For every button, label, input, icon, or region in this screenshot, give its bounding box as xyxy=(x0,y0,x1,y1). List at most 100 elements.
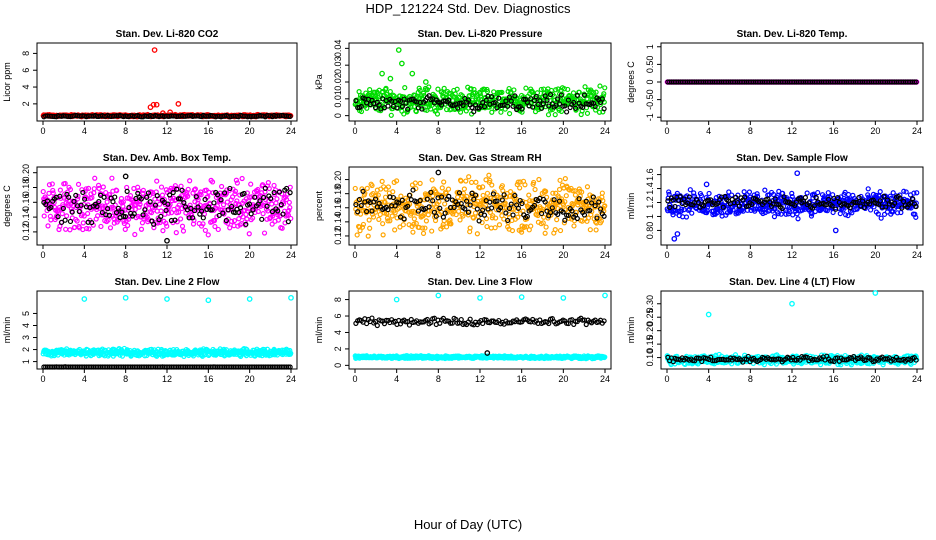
y-tick-label: 1 xyxy=(645,44,655,49)
data-point xyxy=(599,96,605,102)
data-point-outlier xyxy=(435,169,442,176)
data-point xyxy=(177,196,183,202)
data-point xyxy=(540,220,546,226)
data-point xyxy=(287,204,293,211)
data-point xyxy=(499,197,505,203)
x-tick-label: 12 xyxy=(787,250,797,260)
y-tick-label: 1.4 xyxy=(645,182,655,195)
data-point xyxy=(248,181,254,187)
data-point xyxy=(741,204,747,211)
data-point xyxy=(537,98,543,104)
data-point xyxy=(353,201,359,208)
data-point xyxy=(486,172,492,178)
x-tick-label: 20 xyxy=(245,250,255,260)
x-tick-label: 8 xyxy=(748,126,753,136)
data-point xyxy=(83,186,89,192)
data-point xyxy=(179,187,185,193)
data-point xyxy=(192,186,198,192)
data-point xyxy=(892,200,898,206)
data-point xyxy=(364,208,370,215)
data-point xyxy=(585,215,592,221)
data-point xyxy=(115,205,121,211)
data-point xyxy=(260,211,266,217)
data-point xyxy=(481,104,488,110)
data-point xyxy=(185,186,191,192)
data-point xyxy=(899,205,905,211)
data-point xyxy=(287,190,293,196)
data-point xyxy=(382,199,388,205)
data-point xyxy=(410,187,416,193)
data-point xyxy=(380,232,386,238)
data-point xyxy=(474,231,480,237)
data-point xyxy=(503,205,509,211)
panel-title: Stan. Dev. Gas Stream RH xyxy=(418,153,541,164)
data-point xyxy=(429,177,435,183)
x-tick-label: 24 xyxy=(286,374,296,384)
data-point xyxy=(911,79,917,85)
data-point xyxy=(477,185,483,191)
data-point xyxy=(198,192,204,198)
data-point xyxy=(140,187,146,193)
data-point xyxy=(64,213,70,219)
data-point xyxy=(452,91,458,97)
data-point xyxy=(469,104,475,111)
data-point xyxy=(417,197,423,204)
data-point xyxy=(437,205,443,211)
data-point xyxy=(151,221,157,227)
data-point xyxy=(287,364,293,370)
data-point xyxy=(205,232,211,238)
data-point xyxy=(725,201,731,207)
data-point xyxy=(909,195,916,202)
data-point xyxy=(359,224,366,230)
data-point xyxy=(501,192,507,198)
data-point xyxy=(574,215,580,222)
data-point xyxy=(875,211,881,217)
data-point xyxy=(248,211,254,217)
data-point xyxy=(375,192,381,198)
data-point xyxy=(84,225,90,232)
data-point xyxy=(261,230,268,236)
data-point xyxy=(465,97,471,103)
data-point xyxy=(379,178,385,184)
data-point xyxy=(171,206,177,213)
data-point xyxy=(144,194,150,200)
data-point xyxy=(422,225,428,231)
data-point xyxy=(581,199,587,205)
y-axis-label: degrees C xyxy=(2,185,12,227)
data-point xyxy=(198,208,205,214)
data-point xyxy=(470,215,477,221)
data-point xyxy=(572,105,579,111)
data-point xyxy=(878,215,884,221)
x-tick-label: 24 xyxy=(912,250,922,260)
data-point xyxy=(845,212,851,219)
y-tick-label: -0.50 xyxy=(645,89,655,110)
panel-3: Stan. Dev. Li-820 Temp.degrees C0 4 8 12 16 2… xyxy=(626,29,924,136)
data-point xyxy=(140,190,146,196)
data-point xyxy=(364,185,370,191)
y-tick-label: 0 xyxy=(333,113,343,118)
data-point xyxy=(683,214,690,220)
data-point xyxy=(46,182,53,188)
data-point xyxy=(255,208,261,215)
data-point xyxy=(152,204,158,210)
data-point xyxy=(73,192,79,198)
data-point xyxy=(385,184,392,190)
data-point xyxy=(913,214,919,220)
data-point xyxy=(451,204,457,211)
data-point xyxy=(498,109,504,115)
data-point xyxy=(599,190,605,196)
data-point xyxy=(515,179,521,185)
y-tick-label: 0.16 xyxy=(21,194,31,212)
data-point xyxy=(834,195,841,201)
data-point xyxy=(569,208,575,214)
data-point xyxy=(265,180,271,186)
data-point xyxy=(286,207,292,214)
data-point xyxy=(815,189,821,196)
data-point xyxy=(543,188,549,194)
data-point xyxy=(357,228,363,234)
data-point xyxy=(271,189,277,196)
data-point xyxy=(414,94,420,100)
data-point xyxy=(456,190,463,196)
data-point xyxy=(195,204,201,210)
